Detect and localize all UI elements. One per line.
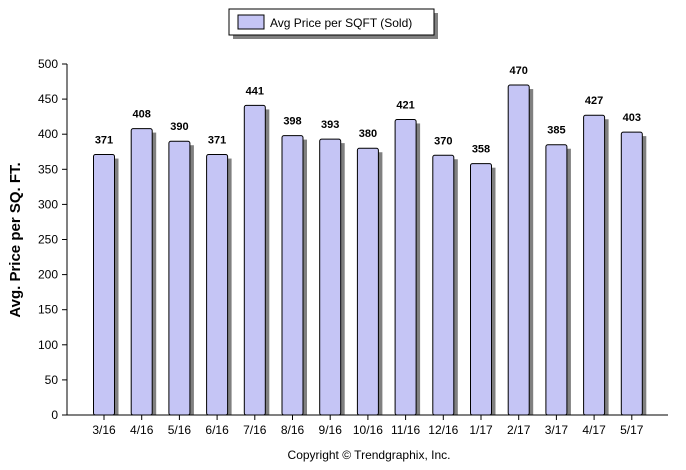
y-axis-ticks: 0 50 100 150 200 250 300 350 400 450 500 (38, 57, 67, 422)
x-tick-label: 7/16 (243, 423, 267, 437)
bar (93, 154, 115, 416)
data-label: 470 (510, 65, 528, 77)
data-label: 403 (623, 112, 641, 124)
data-label: 441 (246, 85, 264, 97)
data-label: 408 (133, 109, 151, 121)
y-tick-label: 100 (38, 338, 58, 352)
x-tick-label: 10/16 (353, 423, 383, 437)
bar (432, 154, 455, 416)
x-tick-label: 3/17 (545, 423, 569, 437)
y-tick-label: 50 (45, 373, 59, 387)
data-label: 358 (472, 144, 490, 156)
bar (394, 118, 417, 416)
x-tick-label: 9/16 (319, 423, 343, 437)
y-tick-label: 350 (38, 162, 58, 176)
data-label: 380 (359, 128, 377, 140)
x-tick-label: 4/17 (582, 423, 606, 437)
y-tick-label: 450 (38, 92, 58, 106)
data-labels: 371 408 390 371 441 398 393 380 421 370 358 470 385 4… (95, 65, 641, 156)
x-tick-label: 12/16 (428, 423, 458, 437)
x-tick-label: 1/17 (469, 423, 493, 437)
bar (507, 84, 530, 416)
y-tick-label: 400 (38, 127, 58, 141)
data-label: 370 (434, 135, 452, 147)
x-tick-label: 2/17 (507, 423, 531, 437)
bar (356, 147, 379, 416)
bar (130, 128, 153, 416)
bar (168, 140, 191, 416)
x-tick-label: 8/16 (281, 423, 305, 437)
y-axis-title: Avg. Price per SQ. FT. (7, 162, 24, 317)
bar (319, 138, 342, 416)
bar (281, 135, 304, 416)
data-label: 390 (170, 121, 188, 133)
y-tick-label: 500 (38, 57, 58, 71)
x-tick-label: 11/16 (391, 423, 420, 437)
data-label: 421 (396, 99, 414, 111)
bar (620, 131, 643, 416)
data-label: 371 (95, 135, 113, 147)
bar (545, 144, 568, 416)
x-tick-label: 3/16 (92, 423, 116, 437)
x-axis-ticks: 3/16 4/16 5/16 6/16 7/16 8/16 9/16 10/16 11/16 12… (92, 415, 644, 437)
copyright-text: Copyright © Trendgraphix, Inc. (288, 448, 451, 462)
legend-label: Avg Price per SQFT (Sold) (270, 16, 412, 30)
data-label: 393 (321, 119, 339, 131)
x-tick-label: 5/16 (168, 423, 192, 437)
legend: Avg Price per SQFT (Sold) (228, 8, 438, 39)
bar (243, 104, 266, 416)
bar (206, 154, 229, 416)
x-tick-label: 4/16 (130, 423, 154, 437)
data-label: 371 (208, 135, 226, 147)
x-tick-label: 5/17 (620, 423, 644, 437)
y-tick-label: 250 (38, 233, 58, 247)
bar (583, 114, 606, 416)
data-label: 398 (283, 116, 301, 128)
y-tick-label: 0 (51, 408, 58, 422)
legend-swatch (237, 14, 265, 30)
y-tick-label: 150 (38, 303, 58, 317)
data-label: 385 (547, 125, 565, 137)
y-tick-label: 200 (38, 268, 58, 282)
y-tick-label: 300 (38, 197, 58, 211)
data-label: 427 (585, 95, 603, 107)
bar (470, 163, 492, 416)
x-tick-label: 6/16 (205, 423, 229, 437)
